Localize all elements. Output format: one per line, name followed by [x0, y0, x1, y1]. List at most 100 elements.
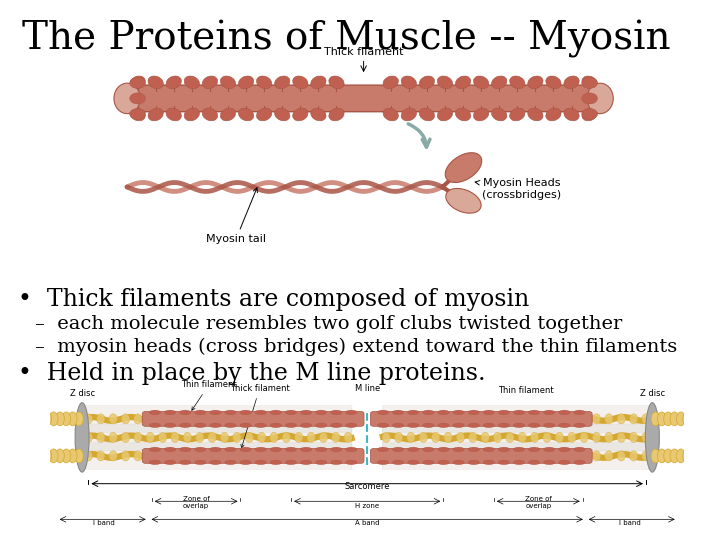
- Ellipse shape: [513, 460, 525, 465]
- Ellipse shape: [258, 451, 266, 461]
- Ellipse shape: [208, 414, 216, 424]
- Ellipse shape: [401, 76, 416, 89]
- Ellipse shape: [392, 410, 404, 415]
- Ellipse shape: [282, 451, 290, 461]
- Ellipse shape: [332, 451, 340, 461]
- Ellipse shape: [657, 449, 666, 463]
- Text: –  myosin heads (cross bridges) extend toward the thin filaments: – myosin heads (cross bridges) extend to…: [35, 338, 678, 356]
- Ellipse shape: [498, 447, 510, 452]
- Text: The Proteins of Muscle -- Myosin: The Proteins of Muscle -- Myosin: [22, 20, 670, 58]
- Ellipse shape: [642, 451, 650, 461]
- Ellipse shape: [210, 460, 221, 465]
- Ellipse shape: [55, 449, 64, 463]
- Ellipse shape: [438, 410, 449, 415]
- Ellipse shape: [456, 414, 464, 424]
- Ellipse shape: [300, 447, 312, 452]
- Ellipse shape: [401, 108, 416, 121]
- Ellipse shape: [330, 447, 342, 452]
- Ellipse shape: [377, 410, 389, 415]
- Ellipse shape: [492, 76, 507, 89]
- Ellipse shape: [617, 433, 626, 442]
- Ellipse shape: [431, 414, 440, 424]
- Ellipse shape: [255, 423, 266, 428]
- FancyBboxPatch shape: [122, 85, 606, 112]
- Ellipse shape: [68, 412, 77, 426]
- Ellipse shape: [419, 76, 435, 89]
- Ellipse shape: [300, 460, 312, 465]
- Ellipse shape: [225, 423, 236, 428]
- Ellipse shape: [483, 410, 495, 415]
- Ellipse shape: [344, 414, 352, 424]
- Ellipse shape: [210, 423, 221, 428]
- Ellipse shape: [531, 451, 539, 461]
- Ellipse shape: [202, 76, 217, 89]
- Ellipse shape: [158, 451, 167, 461]
- Text: I band: I band: [94, 521, 115, 526]
- Ellipse shape: [582, 93, 598, 104]
- Ellipse shape: [574, 460, 585, 465]
- Ellipse shape: [220, 76, 235, 89]
- Ellipse shape: [419, 433, 428, 442]
- Ellipse shape: [149, 410, 161, 415]
- Ellipse shape: [220, 108, 235, 121]
- Ellipse shape: [270, 451, 278, 461]
- Ellipse shape: [320, 433, 328, 442]
- Ellipse shape: [392, 460, 404, 465]
- Ellipse shape: [455, 76, 471, 89]
- Ellipse shape: [617, 414, 626, 424]
- Ellipse shape: [593, 451, 600, 461]
- Ellipse shape: [148, 76, 163, 89]
- Ellipse shape: [194, 447, 206, 452]
- Ellipse shape: [574, 410, 585, 415]
- Ellipse shape: [468, 447, 480, 452]
- Ellipse shape: [315, 423, 327, 428]
- Text: Zone of
overlap: Zone of overlap: [183, 496, 210, 509]
- Ellipse shape: [377, 423, 389, 428]
- Ellipse shape: [528, 423, 540, 428]
- Text: Myosin tail: Myosin tail: [206, 188, 266, 244]
- Ellipse shape: [255, 410, 266, 415]
- Ellipse shape: [593, 433, 600, 442]
- Ellipse shape: [546, 76, 561, 89]
- Ellipse shape: [196, 433, 204, 442]
- Ellipse shape: [423, 460, 434, 465]
- Ellipse shape: [42, 449, 52, 463]
- Ellipse shape: [315, 410, 327, 415]
- Ellipse shape: [437, 76, 453, 89]
- Ellipse shape: [382, 451, 390, 461]
- Ellipse shape: [311, 108, 326, 121]
- Ellipse shape: [383, 76, 398, 89]
- Ellipse shape: [528, 410, 540, 415]
- Ellipse shape: [179, 460, 191, 465]
- Ellipse shape: [382, 414, 390, 424]
- Ellipse shape: [564, 108, 579, 121]
- Ellipse shape: [444, 451, 452, 461]
- Ellipse shape: [382, 433, 390, 442]
- Ellipse shape: [130, 108, 145, 121]
- Ellipse shape: [645, 403, 660, 472]
- Ellipse shape: [483, 447, 495, 452]
- Ellipse shape: [392, 447, 404, 452]
- Ellipse shape: [134, 433, 142, 442]
- Ellipse shape: [481, 451, 490, 461]
- Ellipse shape: [493, 451, 502, 461]
- Ellipse shape: [431, 451, 440, 461]
- Ellipse shape: [208, 451, 216, 461]
- Ellipse shape: [300, 423, 312, 428]
- Ellipse shape: [146, 433, 154, 442]
- Ellipse shape: [544, 460, 555, 465]
- Ellipse shape: [194, 460, 206, 465]
- Ellipse shape: [84, 433, 93, 442]
- Ellipse shape: [146, 451, 154, 461]
- Ellipse shape: [395, 414, 402, 424]
- Ellipse shape: [122, 414, 130, 424]
- Ellipse shape: [555, 433, 564, 442]
- Ellipse shape: [292, 108, 308, 121]
- Ellipse shape: [528, 108, 543, 121]
- Ellipse shape: [438, 447, 449, 452]
- Ellipse shape: [582, 77, 598, 89]
- Ellipse shape: [651, 449, 660, 463]
- Ellipse shape: [676, 412, 685, 426]
- Ellipse shape: [676, 449, 685, 463]
- Ellipse shape: [134, 451, 142, 461]
